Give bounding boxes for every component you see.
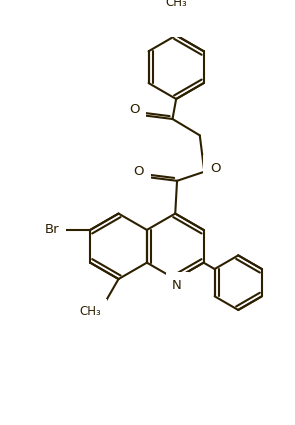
- Text: O: O: [129, 103, 140, 116]
- Text: O: O: [210, 162, 220, 175]
- Text: Br: Br: [45, 224, 59, 236]
- Text: N: N: [172, 279, 182, 292]
- Text: O: O: [134, 165, 144, 178]
- Text: CH₃: CH₃: [165, 0, 187, 9]
- Text: CH₃: CH₃: [79, 305, 101, 318]
